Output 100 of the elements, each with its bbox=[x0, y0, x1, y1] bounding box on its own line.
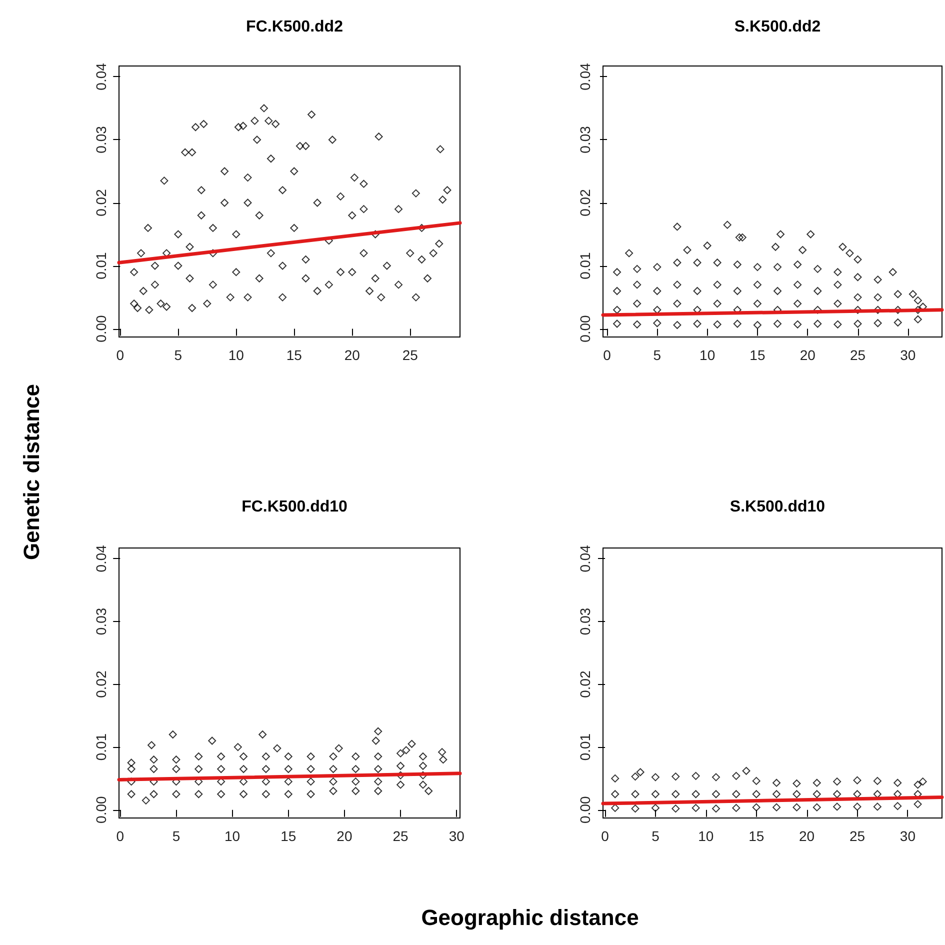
chart-title: S.K500.dd2 bbox=[734, 18, 821, 36]
y-axis-title: Genetic distance bbox=[19, 384, 45, 560]
x-tick-label: 30 bbox=[448, 828, 465, 844]
point bbox=[631, 790, 640, 798]
y-tick-label: 0.01 bbox=[93, 252, 109, 280]
chart-title: S.K500.dd10 bbox=[730, 498, 826, 516]
y-tick-label: 0.01 bbox=[93, 733, 109, 761]
point bbox=[611, 790, 620, 798]
x-tick-label: 20 bbox=[344, 347, 360, 363]
x-tick-label: 25 bbox=[402, 347, 418, 363]
y-tick-label: 0.02 bbox=[577, 670, 593, 698]
x-tick-label: 15 bbox=[286, 347, 302, 363]
x-tick-label: 0 bbox=[601, 828, 610, 844]
x-tick-label: 10 bbox=[698, 828, 714, 844]
point bbox=[692, 772, 700, 780]
point bbox=[742, 766, 750, 775]
y-tick-label: 0.00 bbox=[577, 314, 593, 342]
point bbox=[636, 768, 644, 776]
x-tick-label: 5 bbox=[172, 828, 180, 844]
point bbox=[732, 772, 740, 780]
point bbox=[792, 779, 801, 788]
y-tick-label: 0.03 bbox=[577, 126, 593, 154]
x-tick-label: 30 bbox=[900, 347, 916, 363]
x-tick-label: 5 bbox=[653, 347, 662, 363]
point bbox=[692, 804, 700, 812]
point bbox=[812, 790, 821, 798]
x-tick-label: 5 bbox=[652, 828, 660, 844]
x-tick-label: 20 bbox=[800, 347, 816, 363]
chart-title: FC.K500.dd2 bbox=[246, 18, 344, 36]
x-tick-label: 5 bbox=[174, 347, 182, 363]
x-tick-label: 20 bbox=[799, 828, 815, 844]
point bbox=[792, 790, 801, 798]
y-tick-label: 0.01 bbox=[577, 252, 593, 280]
point bbox=[752, 776, 760, 785]
point bbox=[772, 803, 781, 812]
point bbox=[853, 790, 862, 798]
x-tick-label: 0 bbox=[116, 828, 124, 844]
point bbox=[672, 790, 680, 798]
point bbox=[873, 776, 882, 785]
x-tick-label: 10 bbox=[224, 828, 240, 844]
point bbox=[692, 790, 700, 798]
point bbox=[772, 790, 781, 798]
point bbox=[918, 778, 927, 786]
point bbox=[853, 802, 862, 811]
x-axis-title: Geographic distance bbox=[421, 905, 639, 931]
point bbox=[812, 803, 821, 812]
x-tick-label: 15 bbox=[750, 347, 766, 363]
x-tick-label: 15 bbox=[748, 828, 764, 844]
y-tick-label: 0.00 bbox=[93, 796, 109, 824]
point bbox=[752, 803, 760, 812]
point bbox=[833, 778, 842, 786]
x-tick-label: 10 bbox=[700, 347, 716, 363]
point bbox=[914, 800, 922, 808]
point bbox=[631, 804, 640, 813]
chart-title: FC.K500.dd10 bbox=[242, 498, 348, 516]
y-tick-label: 0.04 bbox=[577, 544, 593, 572]
point bbox=[672, 772, 680, 781]
point bbox=[853, 776, 862, 784]
point bbox=[873, 802, 882, 811]
x-tick-label: 0 bbox=[603, 347, 612, 363]
point bbox=[651, 790, 660, 798]
x-tick-label: 15 bbox=[280, 828, 296, 844]
x-tick-label: 25 bbox=[849, 828, 866, 844]
y-tick-label: 0.04 bbox=[577, 62, 593, 90]
y-tick-label: 0.03 bbox=[577, 608, 593, 636]
x-tick-label: 20 bbox=[336, 828, 352, 844]
y-tick-label: 0.02 bbox=[93, 670, 109, 698]
y-tick-label: 0.04 bbox=[93, 544, 109, 572]
point bbox=[732, 804, 740, 812]
point bbox=[712, 804, 720, 813]
point bbox=[914, 780, 922, 789]
y-tick-label: 0.03 bbox=[93, 126, 109, 154]
point bbox=[651, 804, 660, 812]
x-tick-label: 0 bbox=[116, 347, 124, 363]
point bbox=[894, 802, 902, 810]
point bbox=[752, 790, 760, 798]
point bbox=[732, 790, 740, 798]
y-tick-label: 0.02 bbox=[577, 188, 593, 216]
y-tick-label: 0.04 bbox=[93, 62, 109, 90]
y-tick-label: 0.03 bbox=[93, 608, 109, 636]
x-tick-label: 25 bbox=[850, 347, 866, 363]
y-tick-label: 0.01 bbox=[577, 733, 593, 761]
x-tick-label: 10 bbox=[228, 347, 244, 363]
point bbox=[651, 773, 660, 782]
point bbox=[833, 790, 842, 798]
y-tick-label: 0.00 bbox=[93, 314, 109, 342]
point bbox=[894, 778, 902, 787]
point bbox=[672, 804, 680, 813]
point bbox=[772, 778, 781, 787]
point bbox=[792, 803, 801, 812]
x-tick-label: 30 bbox=[900, 828, 916, 844]
point bbox=[812, 778, 821, 787]
point bbox=[611, 774, 620, 782]
x-tick-label: 25 bbox=[392, 828, 409, 844]
point bbox=[833, 802, 842, 811]
point bbox=[631, 772, 640, 781]
y-tick-label: 0.02 bbox=[93, 188, 109, 216]
point bbox=[712, 773, 720, 782]
y-tick-label: 0.00 bbox=[577, 796, 593, 824]
point bbox=[712, 790, 720, 798]
